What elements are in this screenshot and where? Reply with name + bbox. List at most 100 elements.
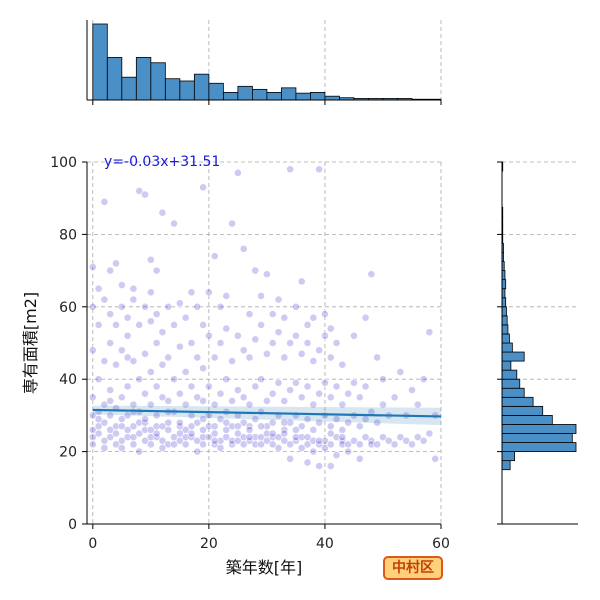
scatter-point xyxy=(268,389,277,398)
scatter-point xyxy=(396,433,405,442)
scatter-point xyxy=(286,418,295,427)
x-tick-label: 60 xyxy=(432,536,450,552)
scatter-point xyxy=(373,353,382,362)
scatter-point xyxy=(204,422,213,431)
scatter-point xyxy=(181,400,190,409)
hist-y-bar xyxy=(501,414,553,425)
scatter-point xyxy=(193,302,202,311)
scatter-point xyxy=(251,433,260,442)
scatter-point xyxy=(199,397,207,405)
scatter-point xyxy=(146,317,155,326)
scatter-point xyxy=(315,436,324,445)
scatter-point xyxy=(112,440,120,449)
scatter-point xyxy=(303,415,312,423)
scatter-point xyxy=(222,418,231,427)
scatter-point xyxy=(210,429,219,438)
scatter-point xyxy=(350,436,358,445)
scatter-point xyxy=(216,389,225,398)
scatter-point xyxy=(425,328,434,337)
scatter-point xyxy=(280,313,289,322)
scatter-point xyxy=(344,418,353,427)
scatter-point xyxy=(141,349,149,358)
scatter-point xyxy=(315,418,324,427)
scatter-point xyxy=(88,411,97,420)
hist-y-bar xyxy=(501,369,518,380)
scatter-point xyxy=(239,418,248,427)
hist-y-bar xyxy=(501,387,525,398)
scatter-point xyxy=(297,422,306,431)
scatter-point xyxy=(257,422,265,431)
scatter-point xyxy=(199,320,207,329)
scatter-point xyxy=(292,331,300,340)
scatter-point xyxy=(309,425,318,434)
scatter-point xyxy=(315,346,324,355)
scatter-point xyxy=(100,400,109,409)
scatter-point xyxy=(251,415,260,423)
hist-y-bar xyxy=(501,306,507,317)
scatter-point xyxy=(117,393,126,402)
scatter-point xyxy=(146,400,155,409)
scatter-point xyxy=(216,415,225,423)
scatter-point xyxy=(216,339,225,347)
scatter-point xyxy=(326,324,335,333)
scatter-point xyxy=(117,422,126,431)
scatter-point xyxy=(158,422,167,431)
scatter-point xyxy=(187,288,196,297)
hist-y-bar xyxy=(501,279,507,290)
scatter-point xyxy=(268,310,277,318)
y-tick-label: 0 xyxy=(68,517,77,533)
scatter-point xyxy=(350,378,358,387)
y-tick-label: 100 xyxy=(50,155,77,171)
scatter-point xyxy=(332,382,341,391)
scatter-point xyxy=(263,397,271,405)
scatter-point xyxy=(112,429,120,438)
scatter-point xyxy=(146,288,155,297)
scatter-point xyxy=(355,454,364,463)
scatter-point xyxy=(338,360,347,369)
regression-equation: y=-0.03x+31.51 xyxy=(104,154,220,170)
scatter-point xyxy=(263,270,271,279)
hist-y-bar xyxy=(501,342,513,353)
scatter-point xyxy=(146,433,155,442)
scatter-point xyxy=(199,433,207,442)
scatter-point xyxy=(419,436,428,445)
scatter-point xyxy=(361,433,370,442)
scatter-point xyxy=(292,302,300,311)
scatter-point xyxy=(355,440,364,449)
scatter-point xyxy=(181,368,190,376)
y-axis-label: 専有面積[m2] xyxy=(21,292,40,394)
scatter-point xyxy=(390,393,399,402)
scatter-point xyxy=(303,320,312,329)
scatter-point xyxy=(123,353,132,362)
scatter-point xyxy=(175,389,184,398)
scatter-point xyxy=(245,433,254,442)
scatter-point xyxy=(175,429,184,438)
scatter-point xyxy=(326,440,335,449)
scatter-point xyxy=(88,393,97,402)
scatter-point xyxy=(309,436,318,445)
scatter-point xyxy=(292,378,300,387)
scatter-point xyxy=(309,357,318,365)
scatter-point xyxy=(384,436,393,445)
scatter-point xyxy=(193,447,202,456)
scatter-point xyxy=(117,444,126,452)
scatter-point xyxy=(326,462,335,470)
scatter-point xyxy=(344,389,353,398)
scatter-point xyxy=(239,244,248,253)
scatter-point xyxy=(233,331,242,340)
scatter-point xyxy=(419,375,428,384)
scatter-point xyxy=(297,277,306,286)
scatter-point xyxy=(332,433,341,442)
y-tick-label: 60 xyxy=(59,300,77,316)
scatter-point xyxy=(413,433,422,442)
scatter-point xyxy=(193,418,202,427)
scatter-point xyxy=(88,425,97,434)
scatter-point xyxy=(135,375,144,384)
scatter-point xyxy=(431,454,440,463)
scatter-point xyxy=(106,397,115,405)
scatter-point xyxy=(228,397,236,405)
scatter-point xyxy=(367,440,376,449)
hist-y-bar xyxy=(501,297,507,308)
x-axis-label: 築年数[年] xyxy=(226,558,303,577)
scatter-point xyxy=(146,368,155,376)
